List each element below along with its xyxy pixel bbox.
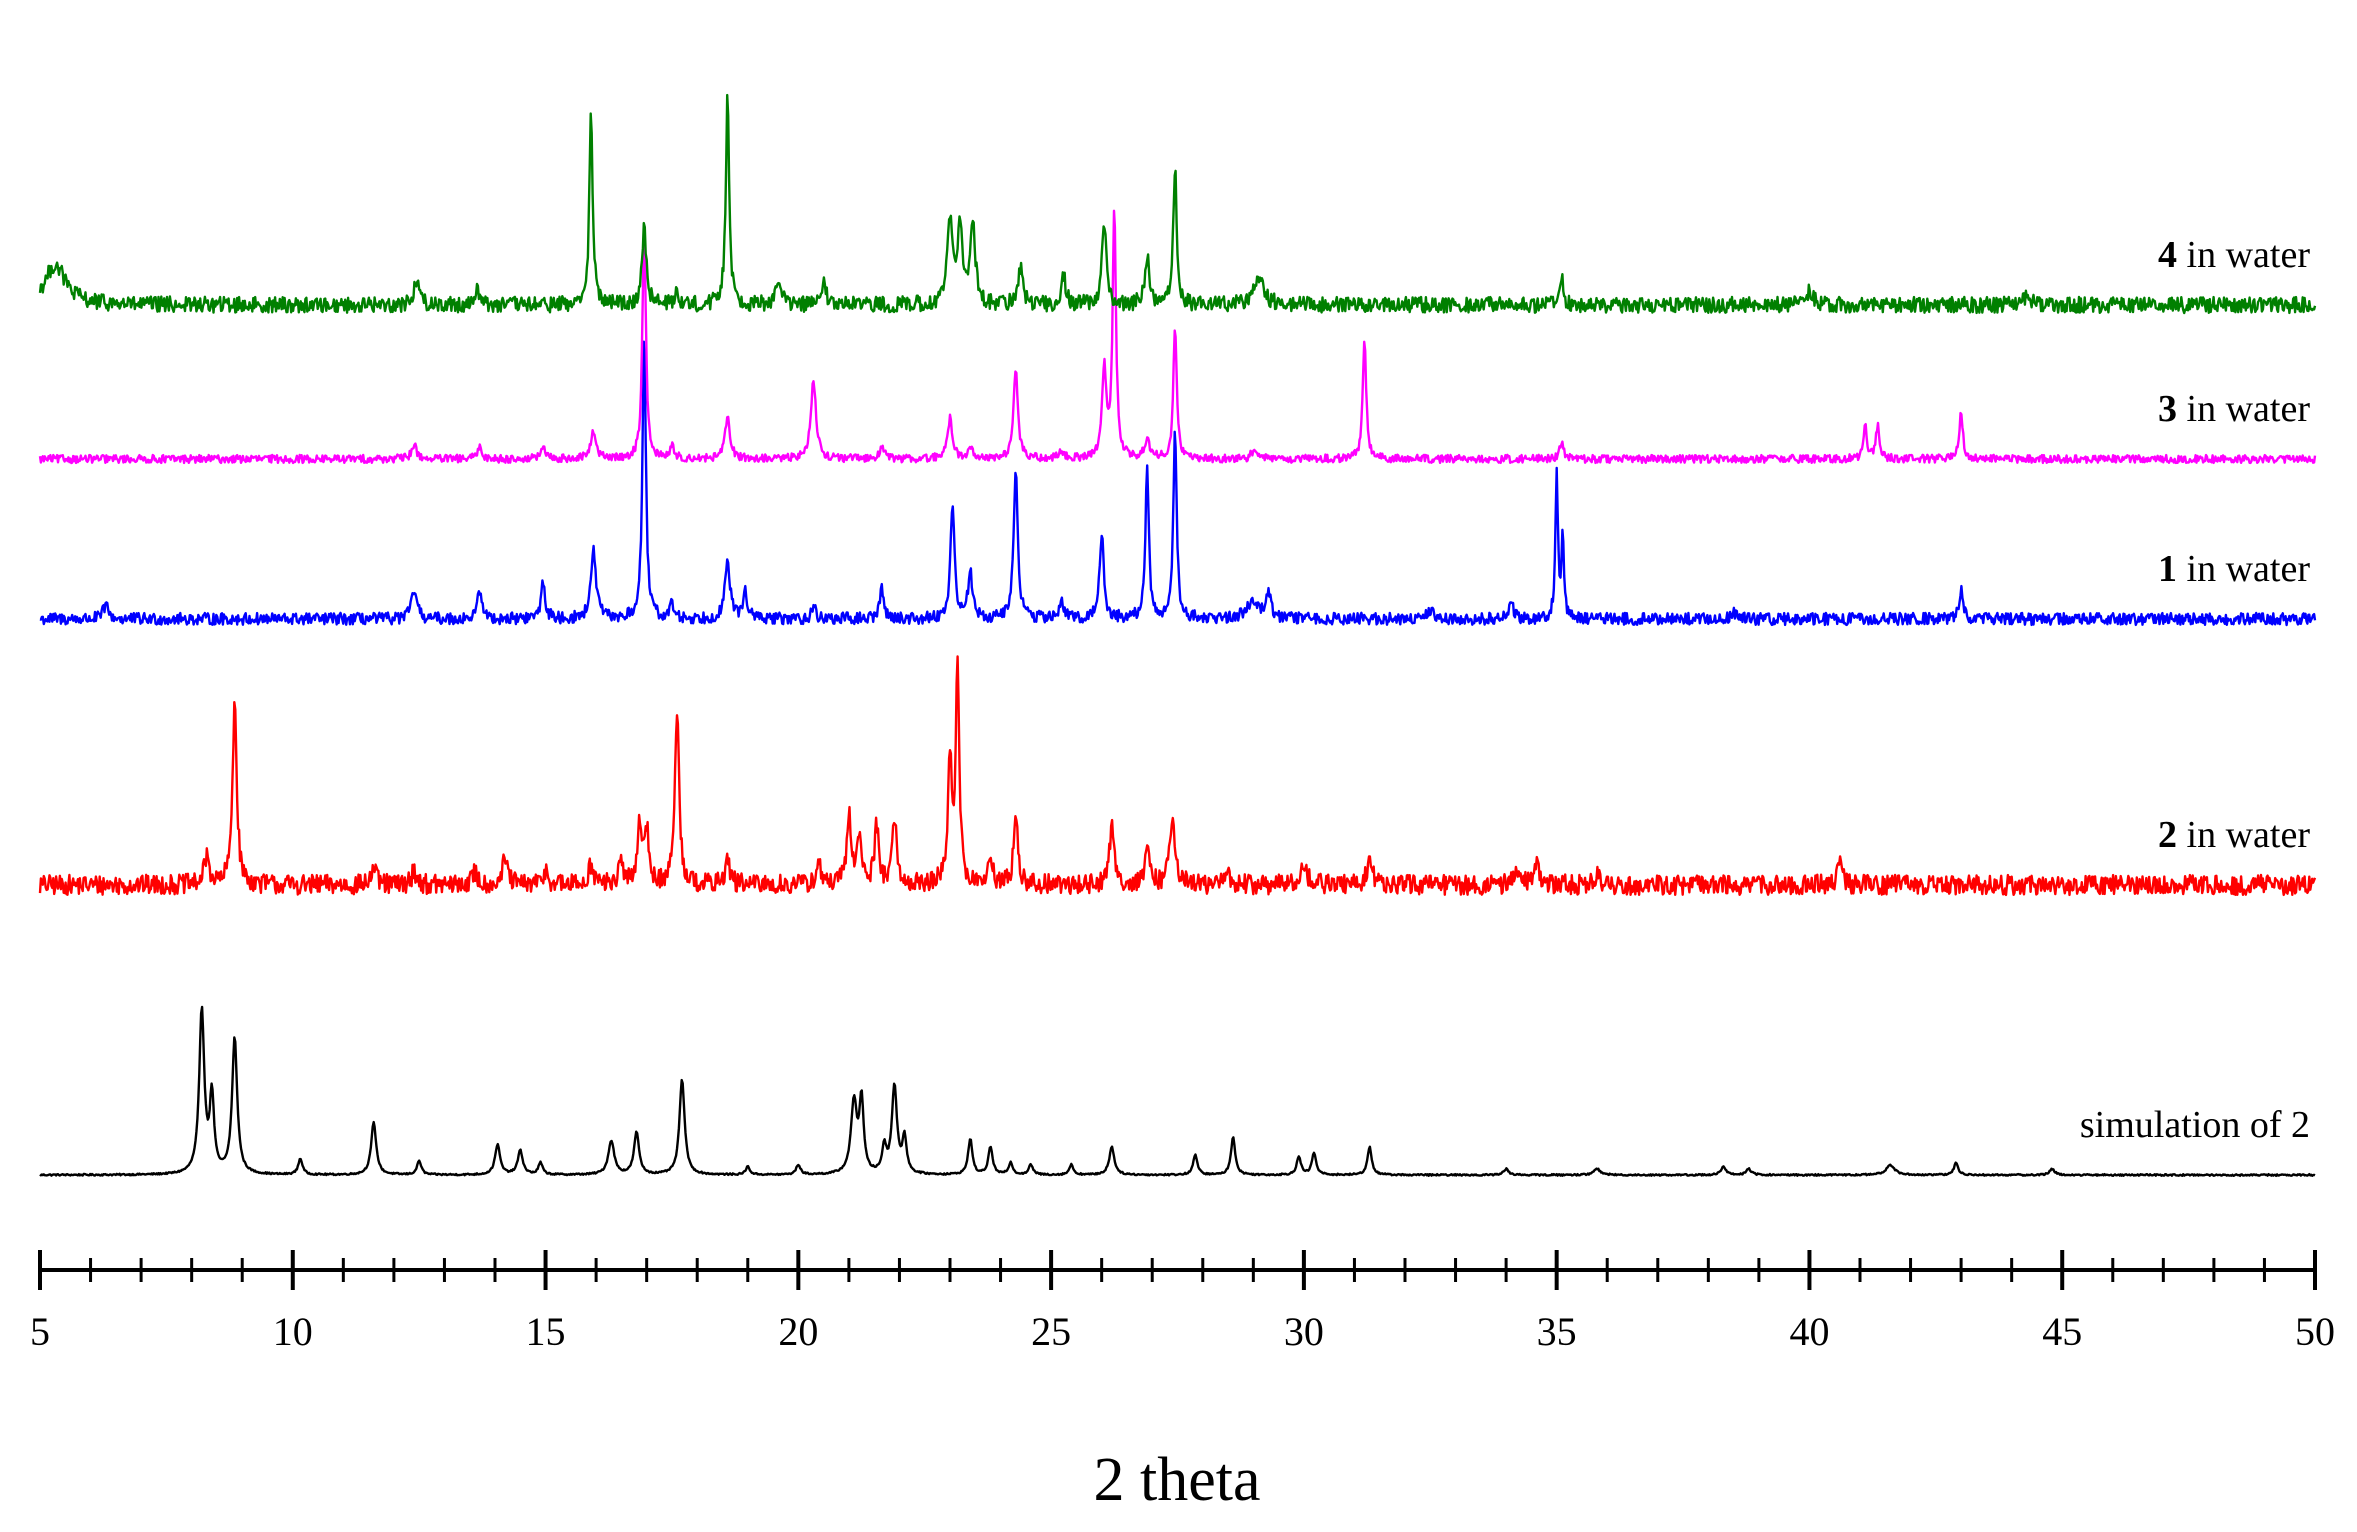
series-label-text-0: simulation of 2 — [2080, 1104, 2310, 1146]
tick-label-30: 30 — [1284, 1309, 1324, 1354]
x-axis: 5 10 15 20 25 30 35 40 45 50 — [30, 1250, 2335, 1354]
tick-label-40: 40 — [1789, 1309, 1829, 1354]
series-line-1 — [38, 655, 2317, 897]
series-label-4: 4 in water — [2158, 234, 2310, 276]
series-label-text-4: in water — [2177, 234, 2310, 276]
x-axis-ticks: 5 10 15 20 25 30 35 40 45 50 — [30, 1250, 2335, 1354]
series-layer — [38, 93, 2317, 1177]
series-line-2 — [39, 340, 2317, 627]
tick-label-5: 5 — [30, 1309, 50, 1354]
series-label-0: simulation of 2 — [2080, 1104, 2310, 1146]
series-line-3 — [38, 209, 2317, 465]
tick-label-35: 35 — [1537, 1309, 1577, 1354]
series-label-number-2: 1 — [2158, 548, 2177, 590]
series-line-0 — [39, 1005, 2316, 1177]
tick-label-15: 15 — [526, 1309, 566, 1354]
series-label-3: 3 in water — [2158, 388, 2310, 430]
x-axis-title: 2 theta — [1094, 1446, 1261, 1514]
tick-label-45: 45 — [2042, 1309, 2082, 1354]
series-label-text-3: in water — [2177, 388, 2310, 430]
tick-label-25: 25 — [1031, 1309, 1071, 1354]
series-label-number-4: 4 — [2158, 234, 2177, 276]
series-label-number-3: 3 — [2158, 388, 2177, 430]
tick-label-10: 10 — [273, 1309, 313, 1354]
series-label-text-2: in water — [2177, 548, 2310, 590]
series-label-1: 2 in water — [2158, 814, 2310, 856]
tick-label-50: 50 — [2295, 1309, 2335, 1354]
series-label-number-1: 2 — [2158, 814, 2177, 856]
series-label-2: 1 in water — [2158, 548, 2310, 590]
series-label-text-1: in water — [2177, 814, 2310, 856]
tick-label-20: 20 — [778, 1309, 818, 1354]
series-line-4 — [38, 93, 2317, 315]
